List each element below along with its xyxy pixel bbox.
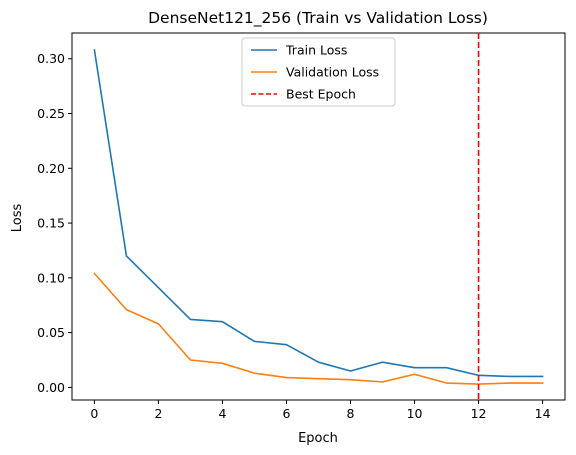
x-axis-label: Epoch <box>298 431 338 446</box>
legend-entry-label: Best Epoch <box>286 87 356 102</box>
y-axis-ticks: 0.00 0.05 0.10 0.15 0.20 0.25 0.30 <box>37 51 72 395</box>
y-tick-label: 0.20 <box>37 161 65 176</box>
x-tick-label: 2 <box>154 406 162 421</box>
y-tick-label: 0.05 <box>37 325 65 340</box>
legend: Train Loss Validation Loss Best Epoch <box>241 37 396 107</box>
x-tick-label: 4 <box>218 406 226 421</box>
legend-entry-label: Train Loss <box>285 43 347 58</box>
x-tick-label: 6 <box>283 406 291 421</box>
x-tick-label: 0 <box>90 406 98 421</box>
chart-title: DenseNet121_256 (Train vs Validation Los… <box>148 9 488 28</box>
y-axis-label: Loss <box>10 204 25 233</box>
train-loss-line <box>93 49 544 378</box>
plot-area <box>71 32 566 401</box>
validation-loss-line <box>93 272 544 385</box>
y-tick-label: 0.10 <box>37 270 65 285</box>
y-tick-label: 0.00 <box>37 380 65 395</box>
x-axis-ticks: 0 2 4 6 8 10 12 14 <box>90 400 551 421</box>
y-tick-label: 0.15 <box>37 216 65 231</box>
axes-frame <box>71 32 566 401</box>
legend-box <box>241 37 396 107</box>
x-tick-label: 14 <box>535 406 551 421</box>
legend-entry-label: Validation Loss <box>286 65 379 80</box>
x-tick-label: 10 <box>407 406 423 421</box>
y-tick-label: 0.30 <box>37 51 65 66</box>
x-tick-label: 8 <box>347 406 355 421</box>
y-tick-label: 0.25 <box>37 106 65 121</box>
series-layer <box>93 33 544 400</box>
x-tick-label: 12 <box>471 406 487 421</box>
